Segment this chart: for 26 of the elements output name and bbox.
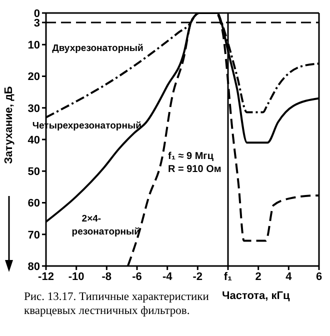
y-tick-label: 60 <box>28 198 40 210</box>
y-tick-label: 30 <box>28 102 40 115</box>
y-tick-label: 0 <box>34 8 40 20</box>
x-tick-label: f₁ <box>224 270 233 283</box>
annotation: R = 910 Ом <box>168 163 222 176</box>
y-axis-title: Затухание, дБ <box>3 86 15 164</box>
x-tick-label: -6 <box>132 270 142 283</box>
y-tick-label: 50 <box>28 166 40 178</box>
x-tick-label: -2 <box>192 270 203 283</box>
text: Рис. 13.17. Типичные характеристики кварцевых лестничных фильтров. <box>24 290 210 318</box>
x-tick-label: -8 <box>102 270 112 283</box>
x-tick-label: 6 <box>316 270 322 283</box>
x-tick-label: 4 <box>286 270 293 283</box>
y-tick-label: 3 <box>34 17 40 30</box>
x-tick-label: -4 <box>162 270 174 283</box>
x-tick-label: 2 <box>255 270 262 283</box>
x-axis-title: Частота, кГц <box>222 290 290 302</box>
y-tick-label: 80 <box>28 260 40 273</box>
y-tick-label: 10 <box>28 40 40 52</box>
series-label: Двухрезонаторный <box>52 42 144 54</box>
y-tick-label: 20 <box>28 71 40 84</box>
x-tick-label: -12 <box>38 270 54 283</box>
y-tick-label: 40 <box>28 134 40 146</box>
y-tick-label: 70 <box>28 229 40 242</box>
annotation: f₁ ≈ 9 Мгц <box>168 150 214 163</box>
x-tick-label: -10 <box>68 270 84 283</box>
